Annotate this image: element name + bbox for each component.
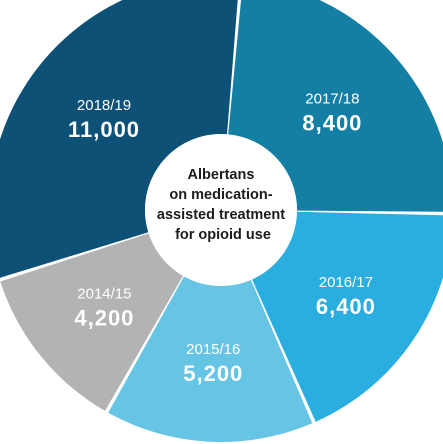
center-title-line-4: for opioid use xyxy=(175,227,271,243)
segment-2014-15 xyxy=(0,233,184,411)
segment-year-label: 2018/19 xyxy=(77,97,131,114)
center-title-line-2: on medication- xyxy=(169,187,272,203)
segment-year-label: 2017/18 xyxy=(305,91,359,108)
center-hole xyxy=(145,134,297,286)
segment-value-label: 11,000 xyxy=(68,117,140,142)
segment-value-label: 8,400 xyxy=(302,111,362,136)
segment-value-label: 5,200 xyxy=(183,361,243,386)
center-title-line-3: assisted treatment xyxy=(157,207,285,223)
segment-2018-19 xyxy=(0,0,238,278)
center-title: Albertans on medication- assisted treatm… xyxy=(157,167,289,243)
center-title-line-1: Albertans xyxy=(188,167,255,183)
segment-year-label: 2016/17 xyxy=(319,274,373,291)
segment-year-label: 2015/16 xyxy=(186,341,240,358)
segment-value-label: 4,200 xyxy=(74,305,134,330)
segment-2016-17 xyxy=(252,211,443,422)
segment-2017-18 xyxy=(228,0,443,212)
segment-2015-16 xyxy=(108,276,313,443)
segment-value-label: 6,400 xyxy=(316,294,376,319)
segment-year-label: 2014/15 xyxy=(77,285,131,302)
segment-labels: 2017/18 8,400 2016/17 6,400 2015/16 5,200 2014… xyxy=(68,91,376,386)
